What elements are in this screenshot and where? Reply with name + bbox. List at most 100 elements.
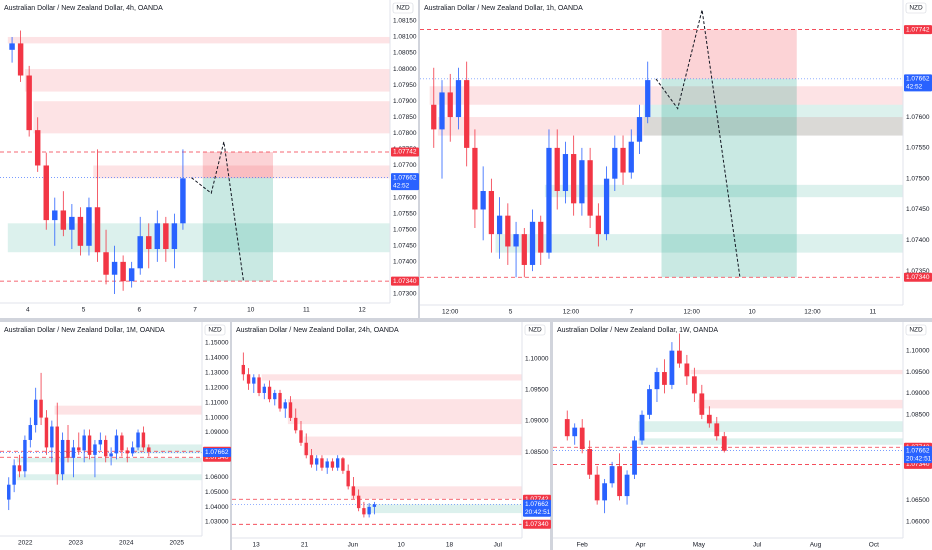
- candle-body: [662, 372, 667, 385]
- zone: [429, 86, 903, 105]
- candle-body: [677, 350, 682, 364]
- candle-body: [546, 147, 552, 253]
- zone: [495, 234, 903, 253]
- candle-body: [645, 80, 651, 118]
- x-tick-label: 12:00: [442, 309, 459, 316]
- candle-body: [34, 130, 41, 166]
- y-tick-label: 1.07500: [393, 226, 417, 233]
- candle-body: [455, 80, 462, 118]
- candle-body: [554, 147, 560, 192]
- y-tick-label: 1.07700: [393, 162, 417, 169]
- candle-body: [93, 444, 97, 455]
- target-box: [661, 78, 797, 278]
- x-tick-label: Jun: [348, 542, 359, 549]
- candle-body: [136, 432, 140, 448]
- candle-body: [60, 439, 65, 475]
- currency-label: NZD: [909, 5, 923, 12]
- candle-body: [154, 223, 161, 250]
- chart-title: Australian Dollar / New Zealand Dollar, …: [424, 5, 583, 12]
- price-tag-label: 1.07662: [205, 449, 229, 456]
- y-tick-label: 1.06000: [906, 518, 930, 525]
- candle-body: [513, 234, 519, 247]
- y-tick-label: 1.07350: [906, 268, 930, 275]
- candle-body: [252, 377, 256, 384]
- candle-body: [351, 486, 356, 496]
- zone: [698, 399, 903, 409]
- level-tag: [904, 272, 932, 282]
- candle-body: [346, 470, 350, 487]
- zone: [135, 444, 202, 454]
- candle-body: [439, 92, 445, 130]
- candle-body: [147, 447, 151, 452]
- y-tick-label: 1.07400: [393, 259, 417, 266]
- candle-body: [304, 442, 308, 456]
- price-tag-label: 1.07662: [906, 447, 930, 454]
- currency-box: [204, 324, 226, 336]
- candle-body: [52, 210, 58, 221]
- currency-box: [905, 2, 927, 14]
- x-tick-label: Aug: [810, 542, 822, 549]
- x-tick-label: 2022: [18, 540, 33, 547]
- candle-body: [241, 364, 245, 375]
- zone: [303, 436, 522, 456]
- y-tick-label: 1.09000: [525, 418, 549, 425]
- x-tick-label: 2025: [170, 540, 185, 547]
- candle-body: [60, 210, 67, 230]
- zone: [93, 165, 390, 179]
- candle-body: [163, 223, 169, 250]
- y-tick-label: 1.09500: [906, 369, 930, 376]
- y-tick-label: 1.11000: [205, 399, 228, 406]
- candle-body: [50, 426, 54, 448]
- chart-title: Australian Dollar / New Zealand Dollar, …: [557, 327, 718, 334]
- candle-body: [447, 92, 453, 118]
- candle-body: [330, 461, 335, 468]
- y-tick-label: 1.09500: [525, 387, 549, 394]
- level-tag-label: 1.07340: [393, 278, 417, 285]
- y-tick-label: 1.07950: [393, 82, 417, 89]
- price-tag: [904, 446, 932, 464]
- zone: [366, 504, 522, 514]
- y-tick-label: 1.03000: [205, 519, 229, 526]
- y-tick-label: 1.08100: [393, 34, 417, 41]
- x-tick-label: 4: [26, 307, 30, 314]
- x-tick-label: 2024: [119, 540, 134, 547]
- y-tick-label: 1.06000: [205, 474, 229, 481]
- zone: [33, 101, 391, 134]
- candle-body: [273, 392, 277, 400]
- level-tag-label: 1.07340: [525, 521, 549, 528]
- y-tick-label: 1.08500: [906, 412, 930, 419]
- candle-body: [480, 191, 486, 210]
- x-tick-label: 12:00: [563, 309, 580, 316]
- candle-body: [283, 402, 287, 409]
- candle-body: [320, 458, 324, 468]
- candle-body: [341, 458, 345, 471]
- candle-body: [180, 178, 186, 224]
- countdown-label: 42:52: [393, 182, 410, 189]
- x-tick-label: 12: [359, 307, 367, 314]
- price-tag: [391, 173, 419, 191]
- y-tick-label: 1.07550: [393, 210, 417, 217]
- currency-box: [392, 2, 414, 14]
- candle-body: [17, 43, 24, 76]
- candle-body: [294, 417, 298, 431]
- zone: [16, 474, 203, 481]
- level-tag-label: 1.07340: [906, 461, 930, 468]
- candle-body: [632, 440, 637, 475]
- chart-title: Australian Dollar / New Zealand Dollar, …: [236, 327, 399, 334]
- candle-body: [26, 75, 32, 131]
- candle-body: [372, 504, 377, 507]
- price-tag: [203, 447, 231, 457]
- candle-body: [77, 216, 84, 246]
- y-tick-label: 1.05000: [205, 489, 229, 496]
- x-tick-label: 7: [630, 309, 634, 316]
- countdown-label: 42:52: [906, 84, 923, 91]
- x-tick-label: Oct: [869, 542, 879, 549]
- price-tag: [523, 499, 551, 517]
- chart-title: Australian Dollar / New Zealand Dollar, …: [4, 327, 165, 334]
- y-tick-label: 1.04000: [205, 504, 229, 511]
- panel-background: [420, 0, 932, 318]
- candle-body: [267, 386, 272, 400]
- y-tick-label: 1.07400: [906, 237, 930, 244]
- panel-background: [553, 322, 932, 550]
- currency-box: [905, 324, 927, 336]
